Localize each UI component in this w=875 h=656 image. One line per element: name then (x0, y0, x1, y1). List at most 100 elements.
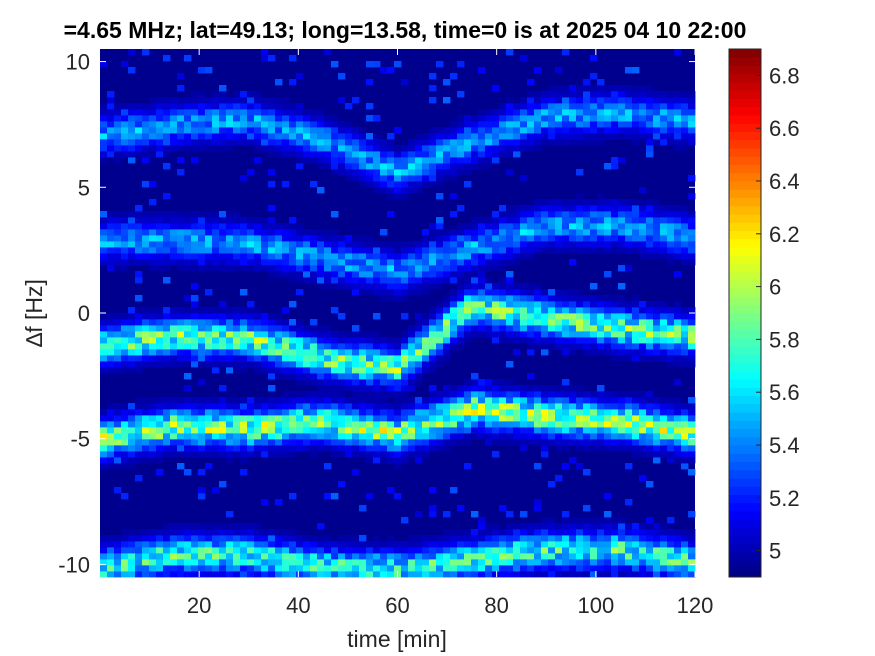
heatmap-cell (205, 253, 213, 260)
heatmap-cell (233, 265, 241, 272)
heatmap-cell (191, 439, 199, 446)
heatmap-cell (247, 571, 255, 578)
heatmap-cell (191, 349, 199, 356)
heatmap-cell (457, 127, 465, 134)
heatmap-cell (541, 241, 549, 248)
heatmap-cell (303, 265, 311, 272)
heatmap-cell (632, 109, 640, 116)
heatmap-cell (688, 439, 696, 446)
heatmap-cell (450, 319, 458, 326)
heatmap-cell (240, 175, 248, 182)
heatmap-cell (492, 325, 500, 332)
heatmap-cell (128, 571, 136, 578)
heatmap-cell (303, 553, 311, 560)
heatmap-cell (191, 247, 199, 254)
heatmap-cell (429, 283, 437, 290)
heatmap-cell (436, 283, 444, 290)
heatmap-cell (583, 505, 591, 512)
heatmap-cell (114, 403, 122, 410)
heatmap-cell (282, 121, 290, 128)
heatmap-cell (562, 301, 570, 308)
heatmap-cell (121, 223, 129, 230)
heatmap-cell (688, 559, 696, 566)
heatmap-cell (681, 343, 689, 350)
heatmap-cell (359, 439, 367, 446)
heatmap-cell (408, 283, 416, 290)
heatmap-cell (576, 553, 584, 560)
heatmap-cell (674, 535, 682, 542)
heatmap-cell (219, 121, 227, 128)
heatmap-cell (198, 259, 206, 266)
heatmap-cell (317, 403, 325, 410)
heatmap-cell (506, 553, 514, 560)
heatmap-cell (506, 217, 514, 224)
heatmap-cell (317, 439, 325, 446)
heatmap-cell (100, 121, 108, 128)
heatmap-cell (541, 325, 549, 332)
heatmap-cell (422, 535, 430, 542)
heatmap-cell (135, 433, 143, 440)
heatmap-cell (457, 151, 465, 158)
heatmap-cell (380, 289, 388, 296)
heatmap-cell (478, 151, 486, 158)
heatmap-cell (618, 205, 626, 212)
heatmap-cell (541, 139, 549, 146)
heatmap-cell (296, 571, 304, 578)
heatmap-cell (639, 529, 647, 536)
heatmap-cell (618, 421, 626, 428)
heatmap-cell (142, 145, 150, 152)
heatmap-cell (667, 553, 675, 560)
heatmap-cell (310, 133, 318, 140)
heatmap-cell (107, 217, 115, 224)
heatmap-cell (541, 439, 549, 446)
heatmap-cell (191, 229, 199, 236)
heatmap-cell (128, 367, 136, 374)
heatmap-cell (457, 241, 465, 248)
heatmap-cell (184, 397, 192, 404)
heatmap-cell (275, 367, 283, 374)
heatmap-cell (688, 121, 696, 128)
heatmap-cell (310, 571, 318, 578)
heatmap-cell (324, 145, 332, 152)
heatmap-cell (373, 559, 381, 566)
heatmap-cell (639, 547, 647, 554)
heatmap-cell (639, 187, 647, 194)
heatmap-cell (653, 139, 661, 146)
heatmap-cell (443, 157, 451, 164)
heatmap-cell (450, 277, 458, 284)
heatmap-cell (128, 451, 136, 458)
heatmap-cell (380, 565, 388, 572)
heatmap-cell (618, 211, 626, 218)
heatmap-cell (660, 205, 668, 212)
heatmap-cell (219, 565, 227, 572)
heatmap-cell (394, 349, 402, 356)
heatmap-cell (576, 301, 584, 308)
heatmap-cell (597, 205, 605, 212)
heatmap-cell (156, 319, 164, 326)
heatmap-cell (408, 361, 416, 368)
heatmap-cell (450, 433, 458, 440)
heatmap-cell (471, 271, 479, 278)
heatmap-cell (562, 127, 570, 134)
heatmap-cell (247, 235, 255, 242)
heatmap-cell (289, 115, 297, 122)
heatmap-cell (275, 139, 283, 146)
heatmap-cell (156, 343, 164, 350)
heatmap-cell (485, 253, 493, 260)
heatmap-cell (478, 259, 486, 266)
heatmap-cell (415, 175, 423, 182)
heatmap-cell (359, 391, 367, 398)
heatmap-cell (135, 103, 143, 110)
heatmap-cell (247, 559, 255, 566)
heatmap-cell (114, 565, 122, 572)
heatmap-cell (184, 325, 192, 332)
heatmap-cell (604, 235, 612, 242)
heatmap-cell (114, 211, 122, 218)
heatmap-cell (555, 535, 563, 542)
heatmap-cell (198, 235, 206, 242)
heatmap-cell (352, 241, 360, 248)
heatmap-cell (429, 151, 437, 158)
heatmap-cell (212, 349, 220, 356)
heatmap-cell (667, 361, 675, 368)
heatmap-cell (128, 349, 136, 356)
